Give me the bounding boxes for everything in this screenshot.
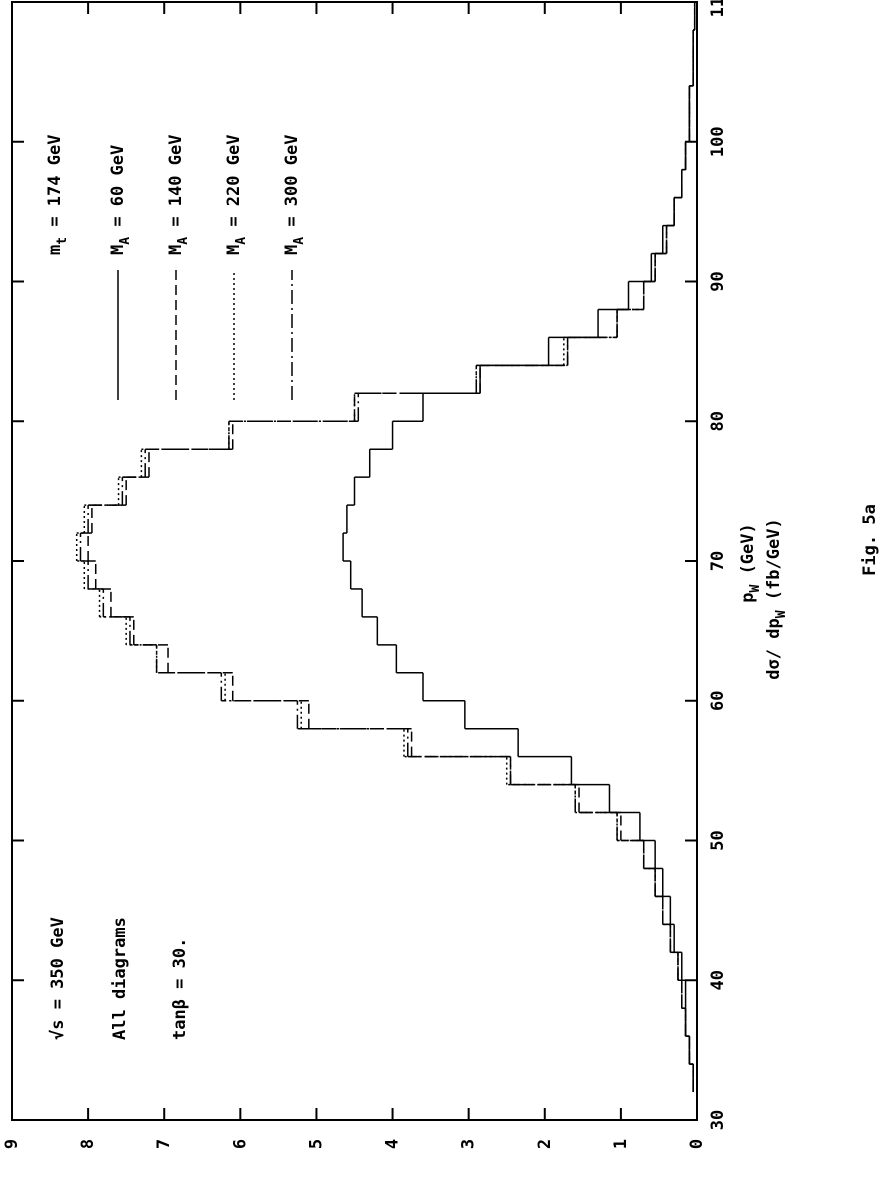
caption: Fig. 5a <box>860 504 880 576</box>
x-tick-label: 60 <box>708 691 728 711</box>
x-tick-label: 70 <box>708 551 728 571</box>
x-tick-label: 40 <box>708 970 728 990</box>
y-tick-label: 9 <box>2 1139 22 1149</box>
legend-label: MA = 300 GeV <box>282 135 307 255</box>
rotated-plot: 30 40 50 60 70 80 90 100 110 0 1 2 3 4 5 6 7 8 9 pW (GeV)dσ… <box>2 0 880 1149</box>
x-axis-label: pW (GeV) <box>738 523 763 603</box>
x-tick-label: 30 <box>708 1110 728 1130</box>
y-tick-label: 7 <box>154 1139 174 1149</box>
legend-label: MA = 60 GeV <box>108 145 133 255</box>
x-tick-label: 110 <box>708 0 728 17</box>
x-tick-label: 50 <box>708 830 728 850</box>
y-tick-label: 8 <box>78 1139 98 1149</box>
y-tick-label: 5 <box>306 1139 326 1149</box>
y-tick-label: 2 <box>535 1139 555 1149</box>
y-tick-label: 0 <box>687 1139 707 1149</box>
annotation: mt = 174 GeV <box>45 135 70 255</box>
legend-label: MA = 140 GeV <box>166 135 191 255</box>
x-tick-label: 90 <box>708 271 728 291</box>
legend-label: MA = 220 GeV <box>224 135 249 255</box>
annotation: tanβ = 30. <box>170 938 190 1040</box>
x-tick-label: 80 <box>708 411 728 431</box>
y-tick-label: 6 <box>230 1139 250 1149</box>
annotation: All diagrams <box>110 917 130 1040</box>
y-tick-label: 3 <box>459 1139 479 1149</box>
y-tick-label: 4 <box>383 1139 403 1149</box>
annotation: √s = 350 GeV <box>48 917 68 1040</box>
y-axis-label: dσ/ dpW (fb/GeV) <box>764 518 789 679</box>
y-tick-label: 1 <box>611 1139 631 1149</box>
x-tick-label: 100 <box>708 126 728 157</box>
